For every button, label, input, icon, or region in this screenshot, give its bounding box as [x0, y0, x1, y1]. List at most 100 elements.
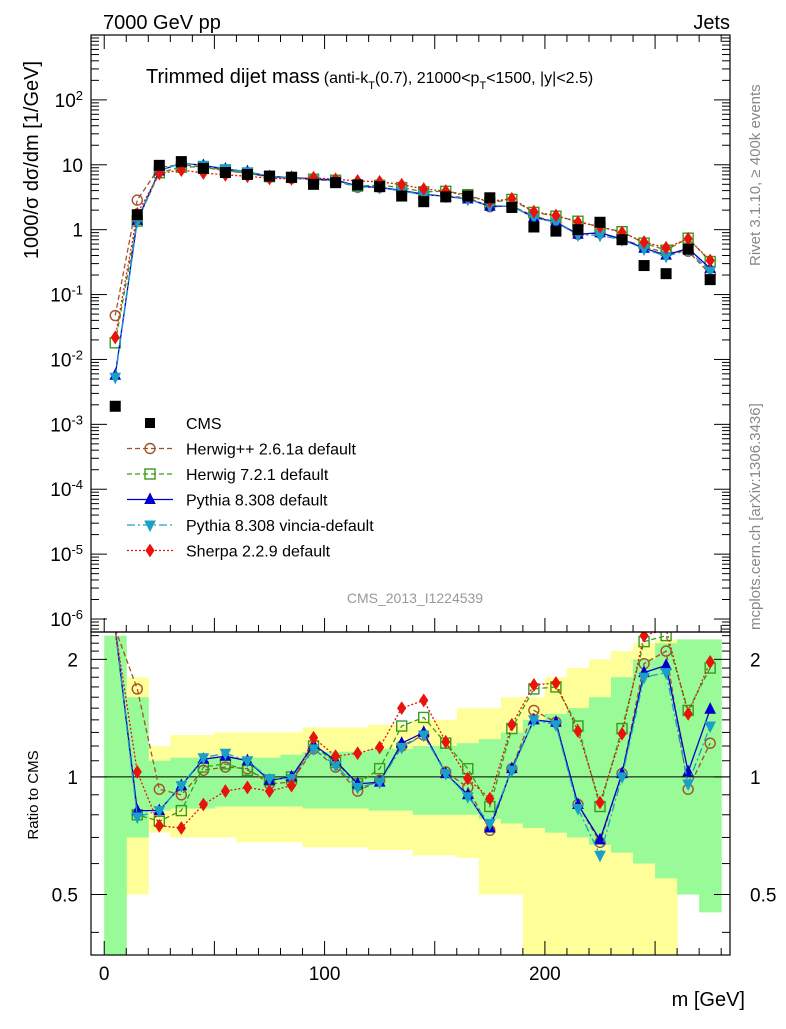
series-0-ratio-line [115, 632, 711, 844]
series-3-ratio-point-0 [110, 598, 120, 608]
green-band-23 [611, 677, 634, 853]
series-0-point-1 [131, 194, 143, 206]
series-0-ratio-point-25 [660, 645, 672, 657]
series-4-ratio-point-25 [662, 616, 670, 628]
series-4-ratio-point-14 [419, 693, 429, 708]
ratio-plot [91, 390, 730, 863]
series-3-ratio-point-19 [528, 715, 540, 727]
series-3-line [114, 162, 711, 378]
legend-label-5: Sherpa 2.2.9 default [186, 544, 331, 561]
series-3-ratio-point-2 [153, 806, 166, 818]
ratio-bands [104, 635, 722, 955]
series-3-ratio-point-23 [616, 772, 628, 785]
series-4-point-27 [705, 253, 715, 268]
series-2-line [114, 162, 711, 376]
data-point-12 [374, 181, 386, 193]
series-4-ratio-point-3 [176, 821, 186, 835]
ratio-plot-area [110, 390, 716, 863]
y-tick-label-7: 10 [62, 156, 83, 177]
series-3-ratio-point-1 [131, 812, 144, 825]
series-3-ratio-point-24 [638, 672, 650, 685]
main-plot [109, 155, 716, 412]
legend-marker-5 [145, 543, 155, 558]
series-0-ratio-point-1 [131, 683, 143, 695]
series-4-ratio-point-16 [463, 771, 473, 786]
mcplots-label: mcplots.cern.ch [arXiv:1306.3436] [747, 403, 764, 630]
data-point-24 [638, 260, 650, 272]
legend-entry-2: Herwig 7.2.1 default [127, 467, 329, 484]
x-tick-label-100: 100 [309, 964, 341, 985]
legend-marker-0 [145, 418, 155, 428]
series-1-ratio-point-13 [395, 720, 408, 732]
series-4-ratio-point-7 [264, 784, 275, 798]
series-3-ratio-point-13 [395, 742, 408, 755]
title-main: Trimmed dijet mass [146, 66, 320, 88]
data-point-22 [594, 216, 606, 228]
green-band-14 [412, 746, 436, 815]
data-point-20 [550, 225, 562, 237]
series-2-ratio-line [114, 632, 711, 842]
x-tick-label-200: 200 [529, 964, 561, 985]
data-point-6 [241, 168, 253, 180]
data-point-15 [440, 191, 452, 203]
series-2-ratio-point-22 [594, 832, 606, 845]
series-4-ratio-point-23 [617, 726, 627, 741]
series-3-ratio-point-15 [439, 769, 452, 781]
data-point-5 [219, 167, 231, 179]
data-point-10 [330, 177, 342, 189]
series-1-line [114, 166, 711, 343]
series-3-ratio-point-18 [506, 765, 518, 778]
series-3-ratio-point-3 [175, 781, 188, 793]
legend-marker-3 [144, 492, 156, 504]
data-point-16 [462, 190, 474, 202]
series-4-ratio-point-10 [330, 749, 341, 764]
series-3-ratio-point-25 [660, 668, 672, 680]
series-4-point-0 [110, 330, 120, 345]
series-3-ratio-point-4 [197, 753, 210, 765]
y-tick-label-1: 10-5 [50, 542, 83, 567]
series-2-ratio-point-0 [110, 585, 120, 595]
series-4-ratio-point-21 [573, 724, 583, 739]
series-4-ratio-point-22 [595, 795, 605, 810]
green-band-24 [633, 659, 656, 864]
data-point-26 [682, 243, 694, 255]
series-4-point-14 [419, 182, 429, 196]
series-1-ratio-point-14 [418, 711, 430, 724]
axes: 0 100 200 10-6 10-5 10-4 10-3 10-2 10-1 1 10 102 0.5… [50, 34, 776, 985]
legend-marker-1 [144, 442, 156, 455]
series-3-ratio-point-5 [219, 748, 232, 761]
series-4-ratio-point-1 [132, 765, 142, 779]
x-axis-label: m [GeV] [672, 989, 745, 1011]
series-4-ratio-point-17 [485, 791, 495, 806]
y-tick-label-2: 10-4 [50, 477, 83, 502]
series-4-ratio-point-27 [705, 655, 715, 669]
green-band-17 [478, 739, 502, 820]
y-tick-label-6: 1 [72, 221, 83, 242]
series-4-point-24 [639, 235, 649, 249]
series-3-ratio-point-17 [484, 818, 496, 831]
data-point-17 [484, 192, 496, 204]
series-4-point-20 [551, 208, 561, 223]
x-tick-label-0: 0 [99, 964, 110, 985]
series-4-ratio-point-15 [441, 734, 451, 749]
legend-marker-4 [144, 520, 156, 533]
data-point-23 [616, 234, 628, 246]
series-3-ratio-point-7 [263, 774, 276, 786]
ratio-tick-label-right-2: 2 [750, 650, 761, 671]
ratio-tick-label-right-0: 0.5 [750, 886, 776, 907]
series-2-ratio-point-27 [704, 702, 716, 714]
series-4-ratio-point-4 [198, 797, 208, 812]
data-point-18 [506, 201, 518, 213]
series-4-ratio-point-13 [397, 701, 407, 716]
series-3-ratio-point-26 [682, 779, 694, 791]
data-point-14 [418, 196, 430, 208]
series-1-ratio-point-0 [110, 390, 120, 400]
series-4-ratio-point-8 [286, 778, 297, 793]
green-band-19 [522, 719, 546, 829]
series-4-ratio-point-20 [551, 676, 561, 690]
data-point-21 [572, 224, 584, 236]
ratio-y-axis-label: Ratio to CMS [25, 750, 42, 839]
ratio-tick-label-2: 2 [67, 650, 78, 671]
series-4-ratio-point-6 [242, 780, 253, 795]
